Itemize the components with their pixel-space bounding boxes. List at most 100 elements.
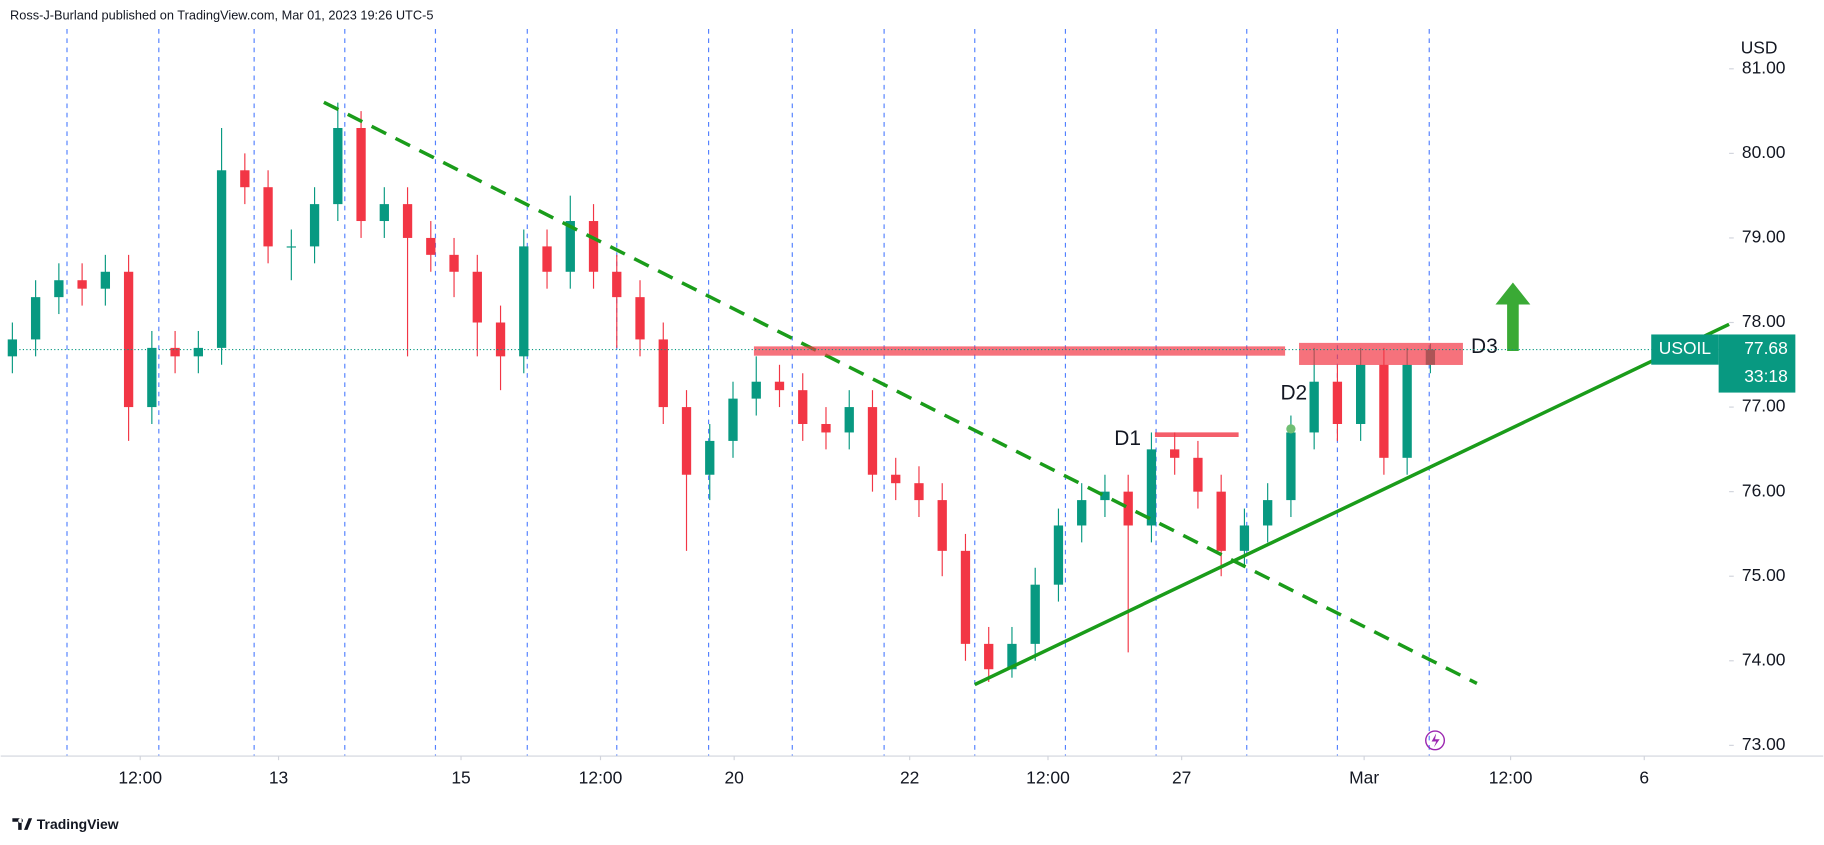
up-arrow (1495, 282, 1531, 352)
candle-body (193, 347, 203, 357)
price-tag (1718, 334, 1796, 393)
candle-body (402, 204, 413, 238)
candle-body (216, 170, 227, 348)
candle-body (565, 221, 575, 272)
x-tick-label: 12:00 (1026, 767, 1070, 787)
x-tick-label: 20 (724, 767, 744, 787)
candle-body (100, 271, 111, 289)
price-label: 77.68 (1744, 338, 1788, 358)
event-icon[interactable] (1425, 730, 1446, 751)
x-tick-label: 12:00 (579, 767, 623, 787)
candle-body (728, 398, 738, 441)
candles (7, 102, 1436, 682)
candle-body (170, 347, 180, 357)
candle-body (774, 381, 785, 391)
x-tick-label: 27 (1172, 767, 1191, 787)
candle-body (542, 246, 552, 272)
candle-body (1239, 525, 1250, 551)
event-icon-bolt (1431, 733, 1440, 748)
candle-body (891, 474, 901, 484)
candle-body (1053, 525, 1064, 585)
rising-trendline (974, 322, 1730, 687)
resistance-zone (753, 346, 1286, 356)
candle-body (984, 643, 994, 670)
y-tick-label: 80.00 (1742, 142, 1786, 162)
symbol-tag (1651, 334, 1719, 365)
y-tick-label: 79.00 (1742, 227, 1786, 247)
candle-body (1030, 584, 1040, 644)
candle-body (1170, 449, 1180, 458)
logo-mark (12, 818, 33, 830)
candle-body (472, 271, 482, 323)
candle-body (1193, 457, 1203, 492)
x-tick-label: Mar (1349, 767, 1379, 787)
brand: TradingView (37, 816, 119, 832)
candle-body (1077, 500, 1087, 526)
x-tick-label: 22 (900, 767, 919, 787)
annotation: D3 (1471, 335, 1498, 358)
x-tick-label: 12:00 (1489, 767, 1533, 787)
y-tick-label: 81.00 (1742, 57, 1786, 77)
candle-body (1007, 643, 1017, 670)
candle-body (1332, 381, 1343, 424)
symbol-label: USOIL (1659, 338, 1712, 358)
currency: USD (1741, 37, 1778, 57)
candle-body (309, 204, 320, 247)
candle-body (123, 271, 134, 408)
x-tick-label: 12:00 (118, 767, 162, 787)
x-tick-label: 15 (451, 767, 470, 787)
candle-body (844, 407, 854, 433)
candle-body (937, 500, 947, 551)
candle-body (798, 390, 808, 424)
candle-body (1356, 364, 1366, 424)
candle-body (519, 246, 529, 357)
candle-body (705, 440, 715, 475)
candle-body (1309, 381, 1319, 433)
candle-body (867, 407, 878, 475)
candle-body (495, 322, 506, 357)
x-tick-label: 13 (269, 767, 288, 787)
candle-body (356, 128, 366, 222)
candle-body (54, 280, 64, 298)
candle-body (821, 423, 831, 433)
y-tick-label: 76.00 (1742, 480, 1786, 500)
y-tick-label: 75.00 (1742, 565, 1786, 585)
annotation: D2 (1280, 382, 1307, 405)
x-tick-label: 6 (1639, 767, 1649, 787)
candle-body (588, 221, 599, 272)
candle-body (1100, 491, 1110, 501)
candle-body (635, 297, 645, 340)
y-tick-label: 77.00 (1742, 396, 1786, 416)
logo: TradingView (12, 816, 119, 832)
candle-body (449, 254, 459, 272)
candle-body (1286, 432, 1296, 501)
candle-body (263, 187, 273, 247)
candle-body (1379, 364, 1389, 458)
candle-body (7, 339, 18, 357)
candle-body (333, 128, 343, 205)
candle-body (286, 246, 296, 248)
candle-body (77, 280, 87, 289)
y-tick-label: 78.00 (1742, 311, 1786, 331)
falling-trendline (323, 100, 1478, 685)
y-tick-label: 74.00 (1742, 649, 1786, 669)
candle-body (30, 297, 41, 340)
candle-body (612, 271, 622, 298)
resistance-zone (1299, 342, 1463, 365)
candle-body (379, 204, 389, 222)
header: Ross-J-Burland published on TradingView.… (10, 8, 433, 23)
candle-body (1146, 449, 1157, 526)
candle-body (658, 339, 668, 408)
axes: 73.00 74.00 75.00 76.00 77.00 78.00 79.00 80.00… (118, 57, 1785, 787)
candle-body (960, 550, 971, 644)
candle-body (426, 237, 436, 255)
candle-body (914, 483, 924, 501)
candle-body (1216, 491, 1226, 551)
countdown-label: 33:18 (1744, 366, 1788, 386)
candle-body (147, 347, 157, 408)
annotation: D1 (1114, 427, 1141, 450)
marker-dot (1286, 424, 1296, 434)
